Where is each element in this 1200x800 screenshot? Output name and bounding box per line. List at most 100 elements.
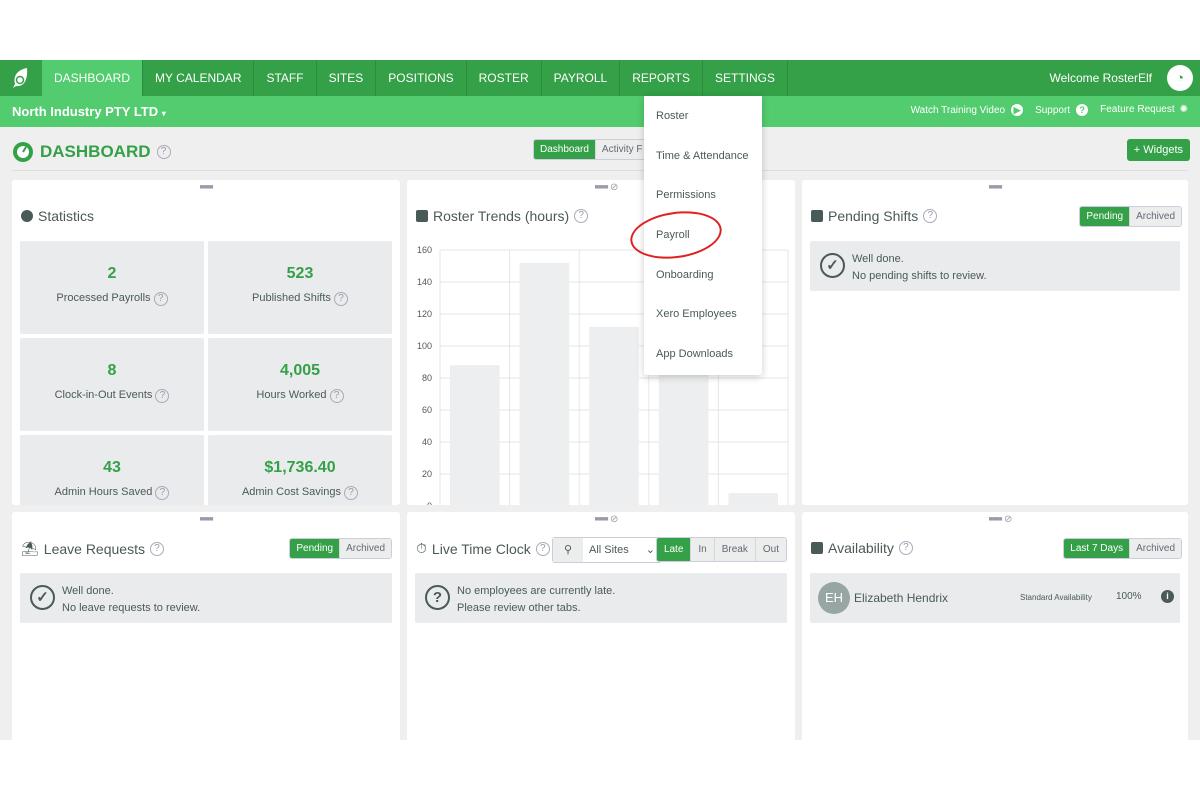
bar [589,326,639,505]
tab-last-7-days[interactable]: Last 7 Days [1064,539,1130,558]
tab-dashboard[interactable]: Dashboard [534,140,595,159]
stat-value: 43 [103,459,121,476]
message-line: No leave requests to review. [62,602,201,614]
support-label: Support [1035,105,1071,116]
sub-bar: North Industry PTY LTD ▾ Watch Training … [0,96,1200,127]
company-selector[interactable]: North Industry PTY LTD ▾ [12,104,166,119]
stat-value: 523 [286,265,314,282]
bar [519,262,570,505]
menu-item-onboarding[interactable]: Onboarding [656,269,714,281]
rosterelf-logo-icon[interactable] [0,60,42,96]
drag-handle-icon[interactable]: ■■■■ [988,516,1003,523]
tab-late[interactable]: Late [656,538,691,561]
tab-pending[interactable]: Pending [1080,207,1130,226]
menu-item-roster[interactable]: Roster [656,110,689,122]
y-tick-label: 120 [417,309,432,319]
nav-dashboard[interactable]: DASHBOARD [42,60,144,96]
location-pin-icon: ⚲ [553,538,583,562]
help-icon[interactable]: ? [153,292,168,306]
nav-my-calendar[interactable]: MY CALENDAR [143,60,255,96]
stat-label: Admin Hours Saved [54,486,153,498]
add-widgets-button[interactable]: + Widgets [1126,139,1190,161]
support-link[interactable]: Support? [1035,104,1089,116]
help-icon[interactable]: ? [333,292,348,306]
menu-item-payroll[interactable]: Payroll [656,229,690,241]
question-circle-icon: ? [425,585,450,610]
hide-icon[interactable]: ⊘ [610,514,619,525]
stat-label: Processed Payrolls [56,292,151,304]
divider [12,170,1188,171]
drag-handle-icon[interactable]: ■■■■ [988,184,1003,191]
user-avatar-icon[interactable]: ◔ [1167,65,1193,91]
help-icon[interactable]: ? [574,209,589,223]
check-circle-icon: ✓ [820,253,845,278]
help-icon[interactable]: ? [535,541,550,556]
menu-item-xero-employees[interactable]: Xero Employees [656,308,737,320]
tab-activity-feed[interactable]: Activity F [594,140,655,159]
nav-reports[interactable]: REPORTS [620,60,704,96]
empty-message: ✓ Well done. No leave requests to review. [20,573,392,623]
nav-positions[interactable]: POSITIONS [376,60,467,96]
tab-pending[interactable]: Pending [290,539,340,558]
y-tick-label: 140 [417,277,432,287]
help-icon[interactable]: ? [149,541,164,556]
widget-title: Statistics [38,208,95,224]
menu-item-time-attendance[interactable]: Time & Attendance [656,150,749,162]
y-tick-label: 160 [417,245,432,255]
help-icon[interactable]: ? [329,389,344,403]
tab-in[interactable]: In [690,538,714,561]
help-icon[interactable]: ? [155,486,170,500]
menu-item-app-downloads[interactable]: App Downloads [656,348,734,360]
drag-handle-icon[interactable]: ■■■■ [199,184,214,191]
info-icon [21,210,33,222]
drag-handle-icon[interactable]: ■■■■ [594,184,609,191]
drag-handle-icon[interactable]: ■■■■ [594,516,609,523]
message-line: No pending shifts to review. [852,270,987,282]
site-select[interactable]: ⚲ All Sites ⌄ [552,537,662,563]
bar [728,493,778,505]
nav-settings[interactable]: SETTINGS [703,60,789,96]
stat-tile: $1,736.40 Admin Cost Savings ? [208,435,392,505]
info-icon[interactable]: i [1161,590,1174,603]
stat-label: Published Shifts [252,292,331,304]
empty-message: ? No employees are currently late. Please … [415,573,787,623]
calendar-clock-icon [811,210,823,222]
availability-row[interactable]: EH Elizabeth Hendrix Standard Availabili… [810,573,1180,623]
dashboard-gauge-icon [13,142,33,162]
stat-label: Admin Cost Savings [241,486,341,498]
top-nav: DASHBOARD MY CALENDAR STAFF SITES POSITI… [0,60,1200,96]
feature-request-link[interactable]: Feature Request ✺ [1100,104,1188,116]
menu-item-permissions[interactable]: Permissions [656,189,716,201]
tab-out[interactable]: Out [754,538,786,561]
live-time-clock-widget: ■■■■ ⊘ ⏱ Live Time Clock? ⚲ All Sites ⌄ L… [407,512,795,742]
tab-archived[interactable]: Archived [339,539,391,558]
nav-payroll[interactable]: PAYROLL [542,60,621,96]
settings-dropdown-menu: Roster Time & Attendance Permissions Pay… [644,96,762,375]
message-line: Well done. [852,253,904,265]
nav-staff[interactable]: STAFF [254,60,317,96]
y-tick-label: 60 [422,405,432,415]
bar [450,365,500,505]
lightbulb-icon: ✺ [1179,104,1188,115]
hide-icon[interactable]: ⊘ [1004,514,1013,525]
tab-archived[interactable]: Archived [1129,539,1181,558]
help-icon[interactable]: ? [898,541,913,555]
tab-archived[interactable]: Archived [1129,207,1181,226]
play-icon: ▶ [1011,104,1024,116]
drag-handle-icon[interactable]: ■■■■ [199,516,214,523]
watch-training-video-link[interactable]: Watch Training Video ▶ [911,104,1024,116]
y-tick-label: 0 [427,501,432,505]
hide-icon[interactable]: ⊘ [610,182,619,193]
help-icon[interactable]: ? [155,389,170,403]
help-icon[interactable]: ? [344,486,359,500]
check-circle-icon: ✓ [30,585,55,610]
pending-shifts-widget: ■■■■ Pending Shifts? Pending Archived ✓ We… [802,180,1188,505]
tab-break[interactable]: Break [713,538,755,561]
nav-roster[interactable]: ROSTER [467,60,542,96]
availability-type: Standard Availability [1020,593,1092,602]
nav-sites[interactable]: SITES [317,60,377,96]
help-icon[interactable]: ? [156,145,171,159]
help-icon[interactable]: ? [923,209,938,223]
stat-label: Clock-in-Out Events [54,389,153,401]
widget-title: Roster Trends (hours) [433,208,570,224]
